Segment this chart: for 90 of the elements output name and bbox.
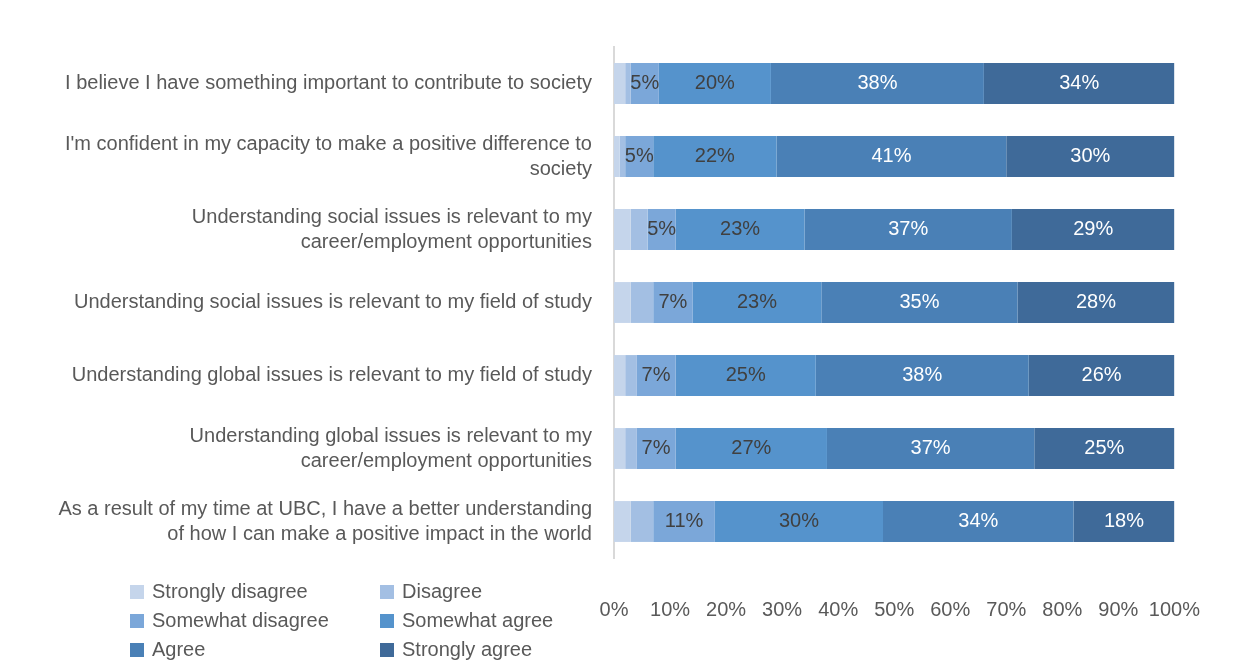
bar [653, 136, 777, 177]
data-label: 37% [910, 436, 951, 459]
data-label: 30% [1070, 144, 1111, 167]
x-tick-label: 0% [599, 597, 629, 620]
bar [821, 282, 1018, 323]
bar [614, 209, 631, 250]
x-tick-label: 70% [986, 597, 1027, 620]
bar [675, 209, 805, 250]
data-label: 7% [641, 363, 671, 386]
bar [614, 501, 631, 542]
bar [619, 136, 626, 177]
x-tick-label: 80% [1042, 597, 1083, 620]
bar [804, 209, 1012, 250]
data-label: 37% [888, 217, 929, 240]
data-label: 29% [1073, 217, 1114, 240]
data-label: 28% [1075, 290, 1117, 313]
legend-label: Strongly disagree [152, 580, 308, 603]
bar [614, 63, 626, 104]
bar [658, 63, 771, 104]
bar [826, 428, 1035, 469]
bar [1006, 136, 1175, 177]
bar [1073, 501, 1175, 542]
y-tick-label: Understanding global issues is relevant to my field of study [71, 363, 592, 386]
data-label: 34% [958, 509, 999, 532]
data-label: 11% [664, 509, 704, 532]
legend-label: Strongly agree [402, 638, 533, 661]
y-tick-label: As a result of my time at UBC, I have a better understanding of how I can make a positive impact in the world [58, 496, 592, 544]
data-label: 22% [694, 144, 736, 167]
bar [675, 428, 827, 469]
y-tick-label: Understanding social issues is relevant to my field of study [73, 290, 592, 313]
bar [614, 428, 626, 469]
bar [714, 501, 883, 542]
data-label: 5% [624, 144, 654, 167]
bar [1017, 282, 1175, 323]
data-label: 38% [902, 363, 943, 386]
data-label: 26% [1081, 363, 1122, 386]
x-tick-label: 40% [818, 597, 859, 620]
y-tick-label: Understanding global issues is relevant to my career/employment opportunities [189, 423, 592, 471]
data-label: 23% [720, 217, 761, 240]
bar [675, 355, 816, 396]
x-tick-label: 30% [762, 597, 803, 620]
data-label: 25% [1084, 436, 1125, 459]
legend-label: Agree [152, 638, 206, 661]
data-label: 7% [658, 290, 688, 313]
bar [1011, 209, 1175, 250]
bar [614, 282, 631, 323]
y-tick-label: I'm confident in my capacity to make a positive difference to society [64, 131, 592, 179]
x-tick-label: 50% [874, 597, 915, 620]
data-label: 27% [731, 436, 772, 459]
bar [776, 136, 1007, 177]
x-tick-label: 20% [706, 597, 747, 620]
legend-label: Somewhat agree [402, 609, 554, 632]
data-label: 35% [899, 290, 940, 313]
data-label: 38% [857, 71, 898, 94]
bar [630, 209, 648, 250]
bar [692, 282, 822, 323]
data-label: 30% [778, 509, 820, 532]
bar [636, 355, 676, 396]
data-label: 23% [736, 290, 778, 313]
bar [815, 355, 1029, 396]
bar [653, 501, 715, 542]
x-tick-label: 100% [1148, 597, 1201, 620]
y-tick-label: Understanding social issues is relevant to my career/employment opportunities [191, 204, 592, 252]
legend-label: Somewhat disagree [152, 609, 329, 632]
data-label: 5% [647, 217, 677, 240]
bar [770, 63, 984, 104]
data-label: 20% [694, 71, 736, 94]
bar [614, 136, 620, 177]
data-label: 34% [1059, 71, 1100, 94]
data-label: 7% [641, 436, 671, 459]
data-label: 25% [725, 363, 766, 386]
x-tick-label: 60% [930, 597, 971, 620]
bar [983, 63, 1175, 104]
legend-label: Disagree [402, 580, 483, 603]
data-label: 41% [871, 144, 912, 167]
bar [614, 355, 626, 396]
bar [1034, 428, 1175, 469]
bar [625, 355, 637, 396]
bar [625, 428, 637, 469]
bar [630, 282, 654, 323]
bar [883, 501, 1074, 542]
y-tick-label: I believe I have something important to contribute to society [65, 71, 592, 94]
bar [630, 501, 654, 542]
bar [1028, 355, 1175, 396]
bar [636, 428, 676, 469]
x-tick-label: 10% [650, 597, 691, 620]
bar [625, 63, 631, 104]
data-label: 5% [630, 71, 660, 94]
data-label: 18% [1103, 509, 1145, 532]
x-tick-label: 90% [1098, 597, 1139, 620]
